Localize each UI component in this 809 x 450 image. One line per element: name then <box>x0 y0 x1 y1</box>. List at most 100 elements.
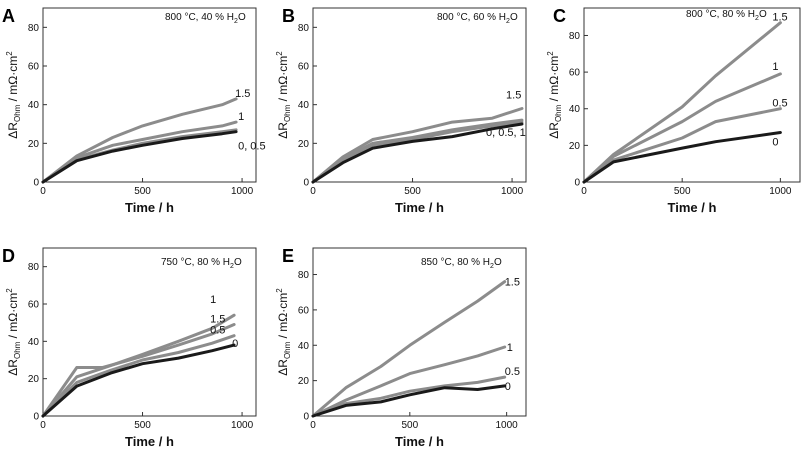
y-axis-title: ΔROhm / mΩ·cm2 <box>5 288 22 376</box>
series-label-1-5: 1.5 <box>505 277 520 289</box>
condition-annotation: 800 °C, 80 % H2O <box>686 9 767 22</box>
y-axis-title: ΔROhm / mΩ·cm2 <box>275 51 292 139</box>
x-tick-label: 1000 <box>769 186 792 197</box>
series-label-0: 0 <box>505 381 511 393</box>
x-axis-title: Time / h <box>395 200 444 215</box>
x-tick-label: 1000 <box>231 420 254 431</box>
series-label-0: 0, 0.5, 1 <box>486 127 526 139</box>
y-axis-units: / mΩ·cm <box>547 56 561 105</box>
y-axis-main: ΔR <box>6 359 20 376</box>
y-axis-main: ΔR <box>547 122 561 139</box>
x-tick-label: 1000 <box>501 186 524 197</box>
series-line-0-5 <box>41 334 236 418</box>
x-tick-label: 0 <box>581 186 587 197</box>
plot-frame <box>583 7 801 183</box>
series-line-1-5 <box>582 21 782 184</box>
series-line-0-5 <box>582 107 782 184</box>
condition-annotation: 800 °C, 60 % H2O <box>437 12 518 25</box>
y-tick-label: 0 <box>574 178 580 189</box>
condition-text: 750 °C, 80 % H <box>161 257 230 268</box>
series-label-0: 0 <box>232 338 238 350</box>
y-tick-label: 40 <box>28 337 40 348</box>
y-tick-label: 40 <box>569 104 581 115</box>
x-tick-label: 500 <box>404 186 421 197</box>
series-line-0-5 <box>41 128 238 184</box>
y-tick-label: 80 <box>569 31 581 42</box>
series-label-0-5: 0.5 <box>772 98 787 110</box>
y-axis-units: / mΩ·cm <box>276 293 290 342</box>
condition-text: 800 °C, 80 % H <box>686 9 755 20</box>
series-line-0 <box>582 131 782 184</box>
series-line-0-5 <box>311 375 507 418</box>
y-tick-label: 60 <box>569 68 581 79</box>
x-tick-label: 0 <box>40 420 46 431</box>
y-tick-label: 60 <box>28 300 40 311</box>
panel-letter: E <box>282 246 294 266</box>
series-label-1: 1 <box>210 294 216 306</box>
y-tick-label: 20 <box>28 374 40 385</box>
x-tick-label: 500 <box>401 420 418 431</box>
series-line-1 <box>582 72 782 184</box>
y-axis-superscript: 2 <box>275 288 284 293</box>
condition-annotation: 800 °C, 40 % H2O <box>165 12 246 25</box>
series-line-1-5 <box>311 280 507 418</box>
condition-annotation: 850 °C, 80 % H2O <box>421 257 502 270</box>
y-tick-label: 60 <box>298 62 310 73</box>
y-axis-subscript: Ohm <box>554 104 563 122</box>
panel-letter: A <box>2 6 15 26</box>
panel-letter: C <box>553 6 566 26</box>
panel-letter: B <box>282 6 295 26</box>
condition-tail: O <box>510 12 518 23</box>
y-axis-subscript: Ohm <box>13 104 22 122</box>
plot-frame <box>312 7 527 183</box>
y-axis-title: ΔROhm / mΩ·cm2 <box>5 51 22 139</box>
condition-tail: O <box>238 12 246 23</box>
y-tick-label: 20 <box>28 139 40 150</box>
plot-frame <box>42 247 257 417</box>
y-axis-main: ΔR <box>276 359 290 376</box>
condition-subscript: 2 <box>234 18 238 25</box>
series-line-0 <box>311 384 507 418</box>
series-line-1-5 <box>41 323 236 418</box>
y-tick-label: 0 <box>33 412 39 423</box>
y-axis-units: / mΩ·cm <box>276 56 290 105</box>
plot-frame <box>42 7 257 183</box>
condition-tail: O <box>759 9 767 20</box>
y-axis-superscript: 2 <box>546 51 555 56</box>
plot-frame <box>312 247 527 417</box>
x-tick-label: 500 <box>134 186 151 197</box>
series-line-0 <box>311 122 524 184</box>
condition-subscript: 2 <box>755 15 759 22</box>
series-label-1: 1 <box>238 111 244 123</box>
y-axis-units: / mΩ·cm <box>6 293 20 342</box>
y-axis-superscript: 2 <box>5 51 14 56</box>
series-label-1: 1 <box>772 61 778 73</box>
panel-letter: D <box>2 246 15 266</box>
y-axis-superscript: 2 <box>275 51 284 56</box>
series-line-1 <box>41 313 236 418</box>
series-label-0: 0, 0.5 <box>238 141 266 153</box>
series-line-1 <box>311 345 507 418</box>
y-tick-label: 40 <box>298 100 310 111</box>
series-label-0-5: 0.5 <box>505 366 520 378</box>
y-tick-label: 80 <box>298 270 310 281</box>
condition-annotation: 750 °C, 80 % H2O <box>161 257 242 270</box>
series-label-1-5: 1.5 <box>235 88 250 100</box>
y-axis-subscript: Ohm <box>283 341 292 359</box>
series-label-0: 0 <box>772 137 778 149</box>
y-axis-subscript: Ohm <box>283 104 292 122</box>
x-tick-label: 0 <box>310 186 316 197</box>
condition-text: 800 °C, 60 % H <box>437 12 506 23</box>
series-line-1-5 <box>41 97 238 184</box>
x-axis-title: Time / h <box>395 434 444 449</box>
condition-subscript: 2 <box>490 263 494 270</box>
y-tick-label: 0 <box>303 178 309 189</box>
x-tick-label: 500 <box>134 420 151 431</box>
x-axis-title: Time / h <box>125 434 174 449</box>
y-tick-label: 60 <box>298 305 310 316</box>
x-tick-label: 1000 <box>496 420 519 431</box>
